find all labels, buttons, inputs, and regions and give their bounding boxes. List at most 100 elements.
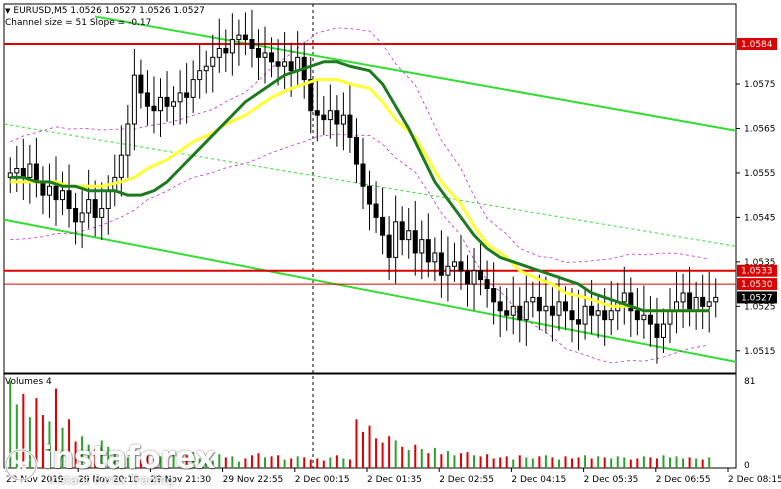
volume-bar	[126, 457, 129, 468]
price-tick-label: 1.0515	[744, 347, 776, 357]
volume-bar	[139, 459, 142, 468]
volume-bar	[22, 393, 25, 468]
candle-body	[569, 310, 575, 321]
time-tick-label: 2 Dec 01:35	[367, 475, 422, 485]
volume-bar	[35, 398, 38, 468]
candle-body	[66, 190, 72, 210]
volume-bar	[649, 457, 652, 468]
time-tick-label: 29 Nov 21:30	[150, 475, 211, 485]
volume-bar	[688, 457, 691, 468]
time-tick-label: 2 Dec 08:15	[728, 475, 781, 485]
price-tick-label: 1.0545	[744, 213, 776, 223]
volume-bar	[348, 459, 351, 468]
volume-bar	[414, 444, 417, 468]
volume-bar	[564, 456, 567, 468]
volume-bar	[159, 456, 162, 468]
volume-bar	[257, 453, 260, 468]
candle-body	[216, 47, 222, 58]
candle-body	[576, 319, 582, 325]
symbol-dropdown-icon[interactable]: ▼	[5, 7, 11, 15]
candle-body	[380, 216, 386, 236]
price-tick-label: 1.0575	[744, 80, 776, 90]
candle-body	[177, 92, 183, 103]
candle-body	[523, 301, 529, 321]
volume-bar	[505, 456, 508, 468]
price-panel-frame	[3, 3, 737, 374]
candle-body	[602, 310, 608, 321]
candle-body	[641, 314, 647, 321]
candle-body	[321, 114, 327, 121]
volume-bar	[538, 456, 541, 468]
candle-body	[79, 212, 85, 223]
candle-body	[412, 230, 418, 254]
volume-bar	[557, 459, 560, 468]
candle-body	[223, 47, 229, 54]
candle-body	[654, 323, 660, 338]
volume-bar	[590, 458, 593, 468]
candle-body	[582, 305, 588, 325]
candle-body	[497, 301, 503, 312]
candle-body	[138, 74, 144, 94]
current-price-box	[737, 291, 777, 304]
volume-bar	[270, 456, 273, 468]
candle-body	[549, 305, 555, 316]
volume-bar	[68, 419, 71, 468]
volume-bar	[146, 452, 149, 468]
candle-body	[327, 110, 333, 121]
candle-body	[706, 301, 712, 307]
candle-body	[700, 296, 706, 307]
volume-bar	[616, 456, 619, 468]
candle-body	[517, 305, 523, 321]
volume-bar	[296, 456, 299, 468]
volume-bar	[420, 448, 423, 468]
volume-bar	[224, 457, 227, 468]
volume-bar	[303, 457, 306, 468]
candle-body	[255, 47, 261, 58]
candle-body	[27, 163, 33, 178]
volume-bar	[695, 458, 698, 468]
time-tick-label: 29 Nov 20:10	[78, 475, 139, 485]
volume-bar	[231, 456, 234, 468]
volume-bar	[48, 421, 51, 468]
volume-bar	[642, 456, 645, 468]
current-price-label: 1.0527	[741, 293, 773, 303]
candle-body	[360, 163, 366, 187]
volume-bar	[531, 458, 534, 468]
candle-body	[562, 301, 568, 312]
price-tick-label: 1.0555	[744, 169, 776, 179]
volume-bar	[525, 457, 528, 468]
volume-bar	[551, 457, 554, 468]
volume-bar	[473, 455, 476, 468]
candle-body	[713, 296, 719, 303]
candle-body	[334, 110, 340, 125]
volume-bar	[440, 454, 443, 468]
candle-body	[647, 314, 653, 325]
volume-bar	[9, 381, 12, 468]
candle-body	[660, 323, 666, 338]
volume-bar	[427, 453, 430, 468]
volume-bar	[100, 440, 103, 468]
volume-bar	[113, 451, 116, 468]
volume-bar	[211, 460, 214, 468]
candle-body	[229, 39, 235, 54]
volume-bar	[205, 455, 208, 468]
candle-body	[203, 65, 209, 72]
volume-bar	[708, 457, 711, 468]
candle-body	[432, 252, 438, 263]
candle-body	[386, 234, 392, 258]
price-tick-label: 1.0535	[744, 258, 776, 268]
candle-body	[92, 199, 98, 218]
candle-body	[491, 288, 497, 303]
volume-bar	[237, 461, 240, 468]
candle-body	[458, 261, 464, 272]
volume-bar	[250, 455, 253, 468]
volume-bar	[74, 441, 77, 468]
volume-min-label: 0	[744, 461, 750, 471]
time-tick-label: 29 Nov 2019	[6, 475, 64, 485]
volume-bar	[662, 455, 665, 468]
candle-body	[262, 52, 268, 58]
volume-bar	[433, 447, 436, 468]
candle-body	[288, 61, 294, 72]
volume-bar	[185, 455, 188, 468]
volume-bar	[571, 458, 574, 468]
